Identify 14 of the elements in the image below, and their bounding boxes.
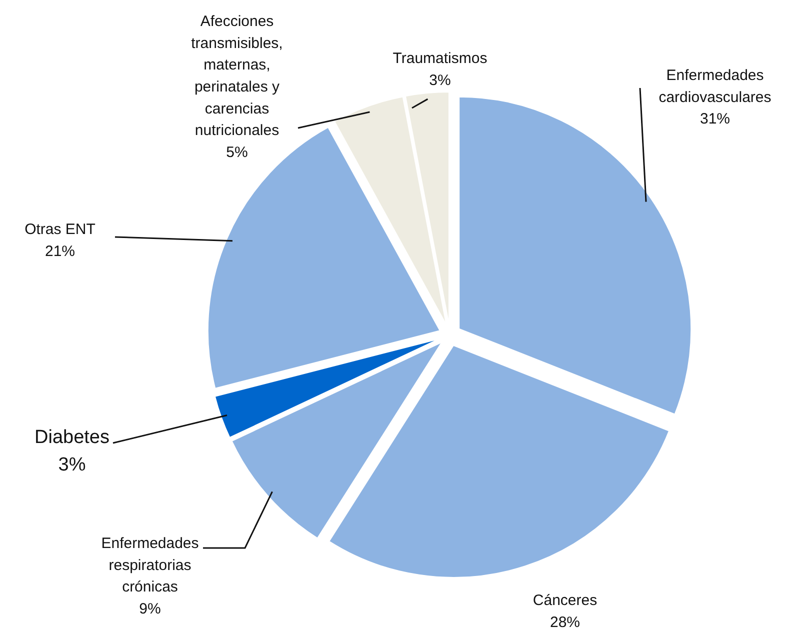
data-label: 3% <box>429 72 451 89</box>
slice-label: Cánceres <box>532 592 598 609</box>
data-label: 21% <box>44 242 76 260</box>
slice-label: Traumatismos <box>392 50 488 67</box>
slice-label: Afecciones transmisibles, maternas, perinatales y carencias nutricionales <box>191 13 283 140</box>
data-label: 9% <box>139 600 161 618</box>
data-label: 5% <box>226 144 248 161</box>
data-label: 3% <box>58 454 86 476</box>
slice-label: Enfermedades cardiovasculares <box>658 67 772 106</box>
data-label: 28% <box>550 614 580 631</box>
slice-label: Diabetes <box>34 427 110 448</box>
slice-label: Otras ENT <box>24 221 96 238</box>
slice-label: Enfermedades respiratorias crónicas <box>101 535 199 596</box>
data-label: 31% <box>700 110 730 128</box>
